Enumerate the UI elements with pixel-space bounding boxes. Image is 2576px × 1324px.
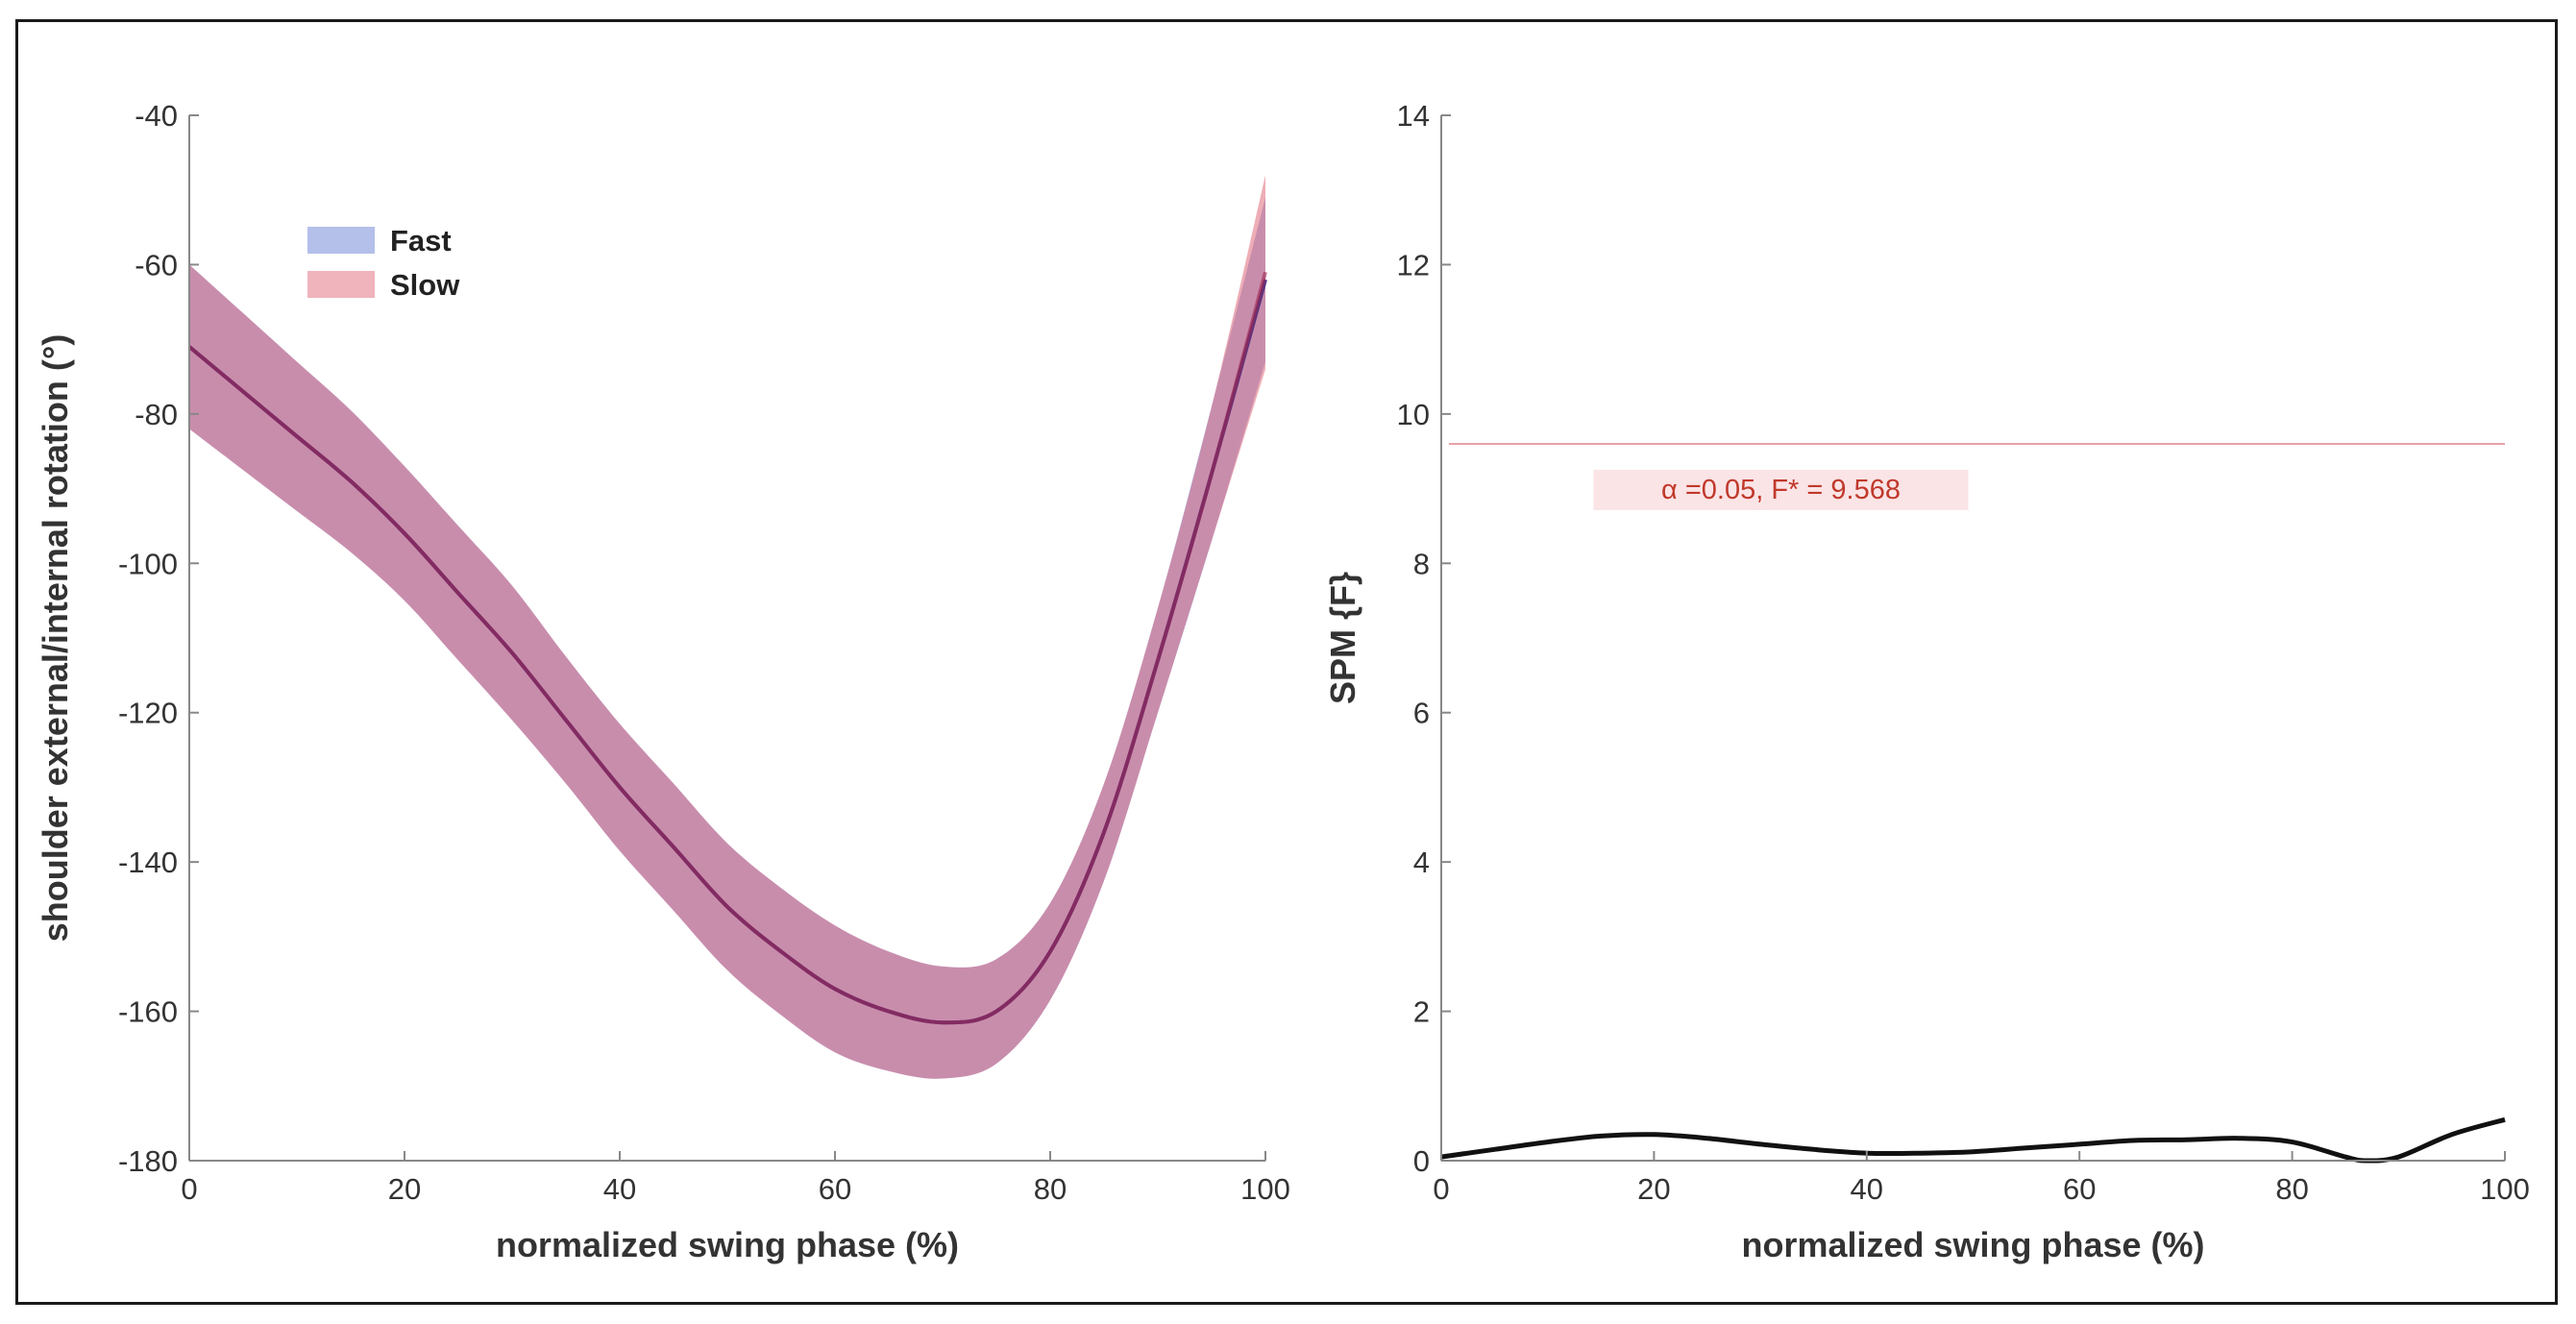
- band-slow: [189, 175, 1265, 1079]
- left-y-axis-label: shoulder external/internal rotation (°): [36, 334, 75, 942]
- figure-frame: [15, 19, 2558, 1305]
- left-y-tick-label: -80: [135, 398, 178, 431]
- left-y-tick-label: -120: [118, 697, 178, 730]
- left-x-tick-label: 80: [1034, 1172, 1067, 1206]
- left-y-tick-label: -180: [118, 1144, 178, 1178]
- right-y-tick-label: 6: [1413, 697, 1430, 730]
- spm-f-curve: [1440, 1116, 2506, 1164]
- right-x-tick-label: 20: [1637, 1172, 1670, 1206]
- left-x-tick-label: 0: [181, 1172, 197, 1206]
- left-y-tick-label: -140: [118, 846, 178, 879]
- right-chart: α =0.05, F* = 9.568 0 20 40 60 80 100 0 2 4 6 8 10…: [1323, 99, 2530, 1264]
- legend-label-slow: Slow: [390, 268, 460, 302]
- left-y-tick-label: -40: [135, 99, 178, 133]
- left-chart: 0 20 40 60 80 100 -180 -160 -140 -120 -100 -80 -60 -…: [36, 99, 1290, 1264]
- legend: Fast Slow: [307, 224, 460, 302]
- right-x-tick-label: 40: [1851, 1172, 1883, 1206]
- right-x-axis-label: normalized swing phase (%): [1741, 1225, 2204, 1264]
- left-x-tick-label: 20: [388, 1172, 421, 1206]
- left-x-tick-label: 60: [819, 1172, 851, 1206]
- right-y-axis-label: SPM {F}: [1323, 572, 1362, 704]
- right-x-tick-label: 60: [2063, 1172, 2096, 1206]
- threshold-label: α =0.05, F* = 9.568: [1661, 475, 1901, 505]
- threshold-label-background: [1593, 469, 1969, 510]
- legend-swatch-slow: [307, 271, 375, 298]
- left-x-axis-label: normalized swing phase (%): [496, 1225, 959, 1264]
- left-y-tick-label: -160: [118, 995, 178, 1029]
- legend-label-fast: Fast: [390, 224, 452, 257]
- left-y-tick-label: -60: [135, 248, 178, 282]
- left-x-tick-label: 40: [603, 1172, 636, 1206]
- right-y-tick-label: 8: [1413, 547, 1430, 580]
- mean-line-slow: [187, 271, 1267, 1025]
- left-x-tick-label: 100: [1240, 1172, 1290, 1206]
- right-y-tick-label: 2: [1413, 995, 1430, 1029]
- right-y-tick-label: 10: [1397, 398, 1430, 431]
- right-y-tick-label: 4: [1413, 846, 1430, 879]
- right-y-tick-label: 14: [1397, 99, 1430, 133]
- legend-swatch-fast: [307, 227, 375, 254]
- right-x-tick-label: 80: [2275, 1172, 2308, 1206]
- right-y-tick-label: 0: [1413, 1144, 1430, 1178]
- right-x-tick-label: 100: [2480, 1172, 2530, 1206]
- right-y-tick-label: 12: [1397, 248, 1430, 282]
- left-y-tick-label: -100: [118, 547, 178, 580]
- right-x-tick-label: 0: [1433, 1172, 1449, 1206]
